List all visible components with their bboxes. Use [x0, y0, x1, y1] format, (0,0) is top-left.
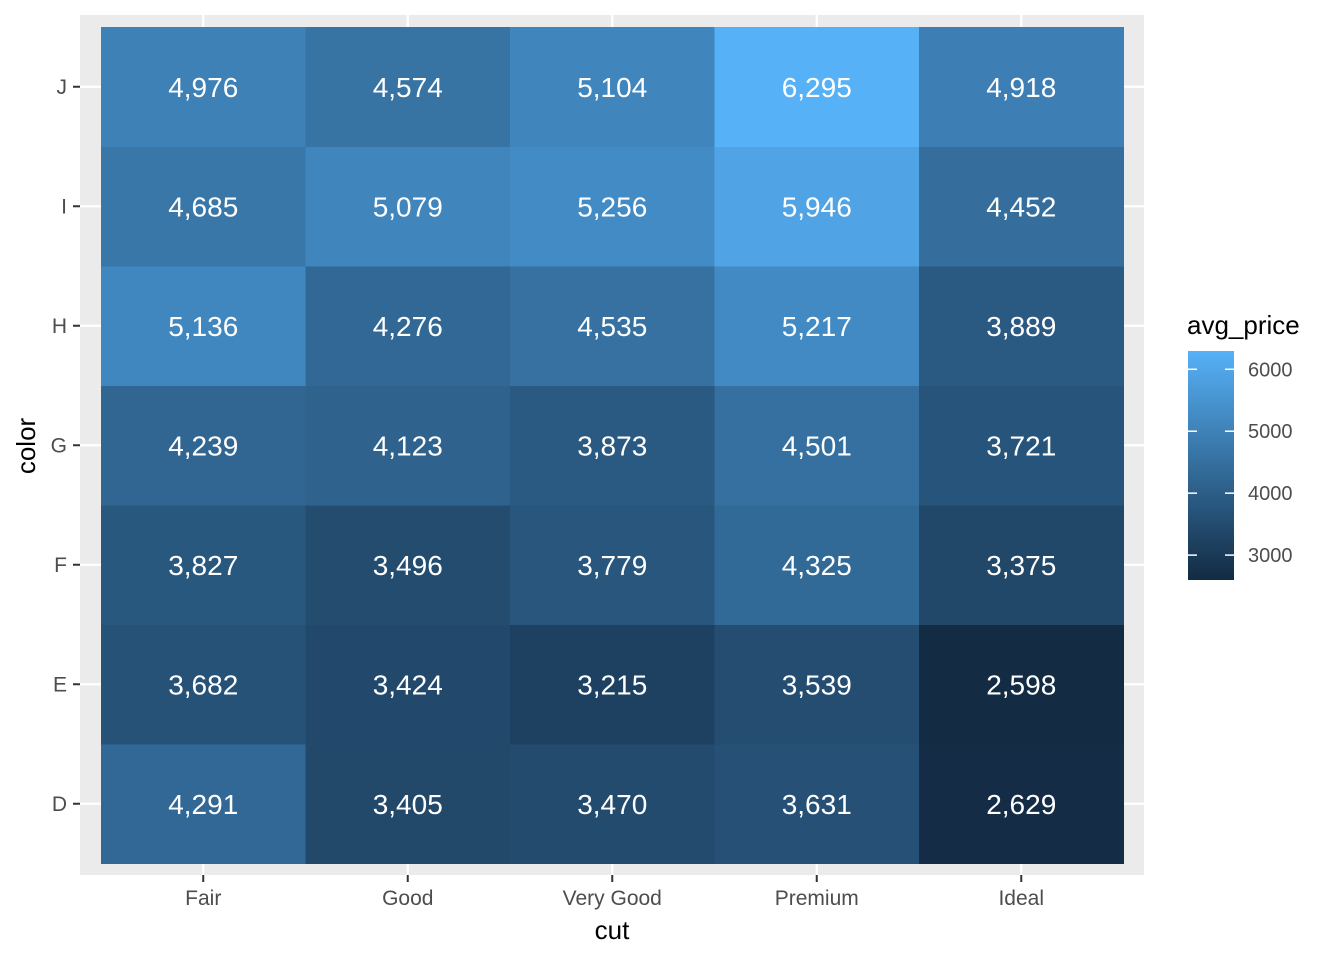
- cell-value-label: 5,946: [782, 191, 852, 222]
- cell-value-label: 3,873: [577, 430, 647, 461]
- heatmap-cell: [510, 744, 715, 864]
- legend: avg_price 3000 4000 5000 6000: [1187, 310, 1300, 580]
- cell-value-label: 5,104: [577, 72, 647, 103]
- cell-value-label: 3,424: [373, 669, 443, 700]
- x-tick-label: Ideal: [998, 887, 1044, 910]
- cell-value-label: 5,256: [577, 191, 647, 222]
- cell-value-label: 4,276: [373, 311, 443, 342]
- heatmap-cell: [714, 744, 920, 864]
- cell-value-label: 3,721: [986, 430, 1056, 461]
- heatmap-cell: [714, 624, 920, 745]
- y-tick-label: J: [57, 76, 68, 99]
- heatmap-cell: [305, 266, 511, 386]
- heatmap-cell: [305, 744, 511, 864]
- heatmap-cells: [101, 27, 1124, 864]
- cell-value-label: 4,239: [168, 430, 238, 461]
- heatmap-cell: [919, 385, 1124, 506]
- cell-value-label: 2,598: [986, 669, 1056, 700]
- cell-value-label: 2,629: [986, 789, 1056, 820]
- cell-value-label: 3,539: [782, 669, 852, 700]
- legend-tick-label: 6000: [1248, 359, 1293, 381]
- legend-tick-label: 5000: [1248, 421, 1293, 443]
- legend-title: avg_price: [1187, 310, 1300, 340]
- heatmap-cell: [919, 744, 1124, 864]
- heatmap-cell: [714, 27, 920, 147]
- heatmap-cell: [101, 624, 306, 745]
- legend-colorbar: [1188, 351, 1234, 580]
- cell-value-label: 5,079: [373, 191, 443, 222]
- cell-value-label: 4,535: [577, 311, 647, 342]
- cell-value-label: 4,291: [168, 789, 238, 820]
- cell-value-label: 3,496: [373, 550, 443, 581]
- heatmap-cell: [305, 27, 511, 147]
- heatmap-cell: [510, 266, 715, 386]
- heatmap-cell: [714, 146, 920, 267]
- heatmap-cell: [510, 385, 715, 506]
- heatmap-cell: [919, 505, 1124, 625]
- y-tick-label: G: [51, 434, 67, 457]
- cell-value-label: 3,682: [168, 669, 238, 700]
- heatmap-cell: [101, 27, 306, 147]
- y-axis-title: color: [11, 417, 41, 474]
- heatmap-cell: [919, 27, 1124, 147]
- cell-value-label: 4,685: [168, 191, 238, 222]
- heatmap-cell: [919, 624, 1124, 745]
- axes: Fair Good Very Good Premium Ideal D E F G H I J: [51, 76, 1044, 910]
- legend-ticks: 3000 4000 5000 6000: [1188, 359, 1293, 567]
- cell-value-label: 4,123: [373, 430, 443, 461]
- heatmap-cell: [919, 146, 1124, 267]
- legend-tick-label: 4000: [1248, 483, 1293, 505]
- heatmap-cell: [714, 505, 920, 625]
- cell-value-label: 3,215: [577, 669, 647, 700]
- cell-value-label: 5,217: [782, 311, 852, 342]
- cell-value-label: 4,574: [373, 72, 443, 103]
- cell-value-label: 6,295: [782, 72, 852, 103]
- y-tick-label: F: [54, 554, 67, 577]
- cell-value-label: 4,918: [986, 72, 1056, 103]
- heatmap-cell: [305, 385, 511, 506]
- cell-value-label: 3,889: [986, 311, 1056, 342]
- heatmap-cell: [101, 385, 306, 506]
- y-tick-label: H: [52, 315, 67, 338]
- cell-value-label: 3,405: [373, 789, 443, 820]
- cell-value-label: 3,375: [986, 550, 1056, 581]
- cell-value-label: 3,470: [577, 789, 647, 820]
- heatmap-cell: [919, 266, 1124, 386]
- cell-value-label: 4,325: [782, 550, 852, 581]
- x-tick-label: Premium: [775, 887, 859, 910]
- x-tick-label: Good: [382, 887, 433, 910]
- heatmap-cell: [305, 146, 511, 267]
- heatmap-cell: [510, 505, 715, 625]
- x-axis-title: cut: [595, 915, 630, 945]
- x-tick-label: Fair: [185, 887, 221, 910]
- cell-value-label: 5,136: [168, 311, 238, 342]
- y-tick-label: I: [61, 195, 67, 218]
- y-tick-label: E: [53, 673, 67, 696]
- cell-value-label: 3,827: [168, 550, 238, 581]
- heatmap-cell: [101, 146, 306, 267]
- heatmap-cell: [101, 266, 306, 386]
- heatmap-cell: [714, 385, 920, 506]
- heatmap-cell: [101, 744, 306, 864]
- heatmap-cell: [510, 27, 715, 147]
- cell-value-label: 3,779: [577, 550, 647, 581]
- heatmap-cell: [305, 505, 511, 625]
- y-tick-label: D: [52, 793, 67, 816]
- cell-labels: 4,291 3,405 3,470 3,631 2,629 3,682 3,424 3,215…: [168, 72, 1056, 820]
- cell-value-label: 3,631: [782, 789, 852, 820]
- heatmap-cell: [101, 505, 306, 625]
- heatmap-cell: [305, 624, 511, 745]
- heatmap-cell: [714, 266, 920, 386]
- cell-value-label: 4,501: [782, 430, 852, 461]
- x-tick-label: Very Good: [563, 887, 662, 910]
- cell-value-label: 4,452: [986, 191, 1056, 222]
- heatmap-cell: [510, 146, 715, 267]
- legend-tick-label: 3000: [1248, 545, 1293, 567]
- cell-value-label: 4,976: [168, 72, 238, 103]
- heatmap-cell: [510, 624, 715, 745]
